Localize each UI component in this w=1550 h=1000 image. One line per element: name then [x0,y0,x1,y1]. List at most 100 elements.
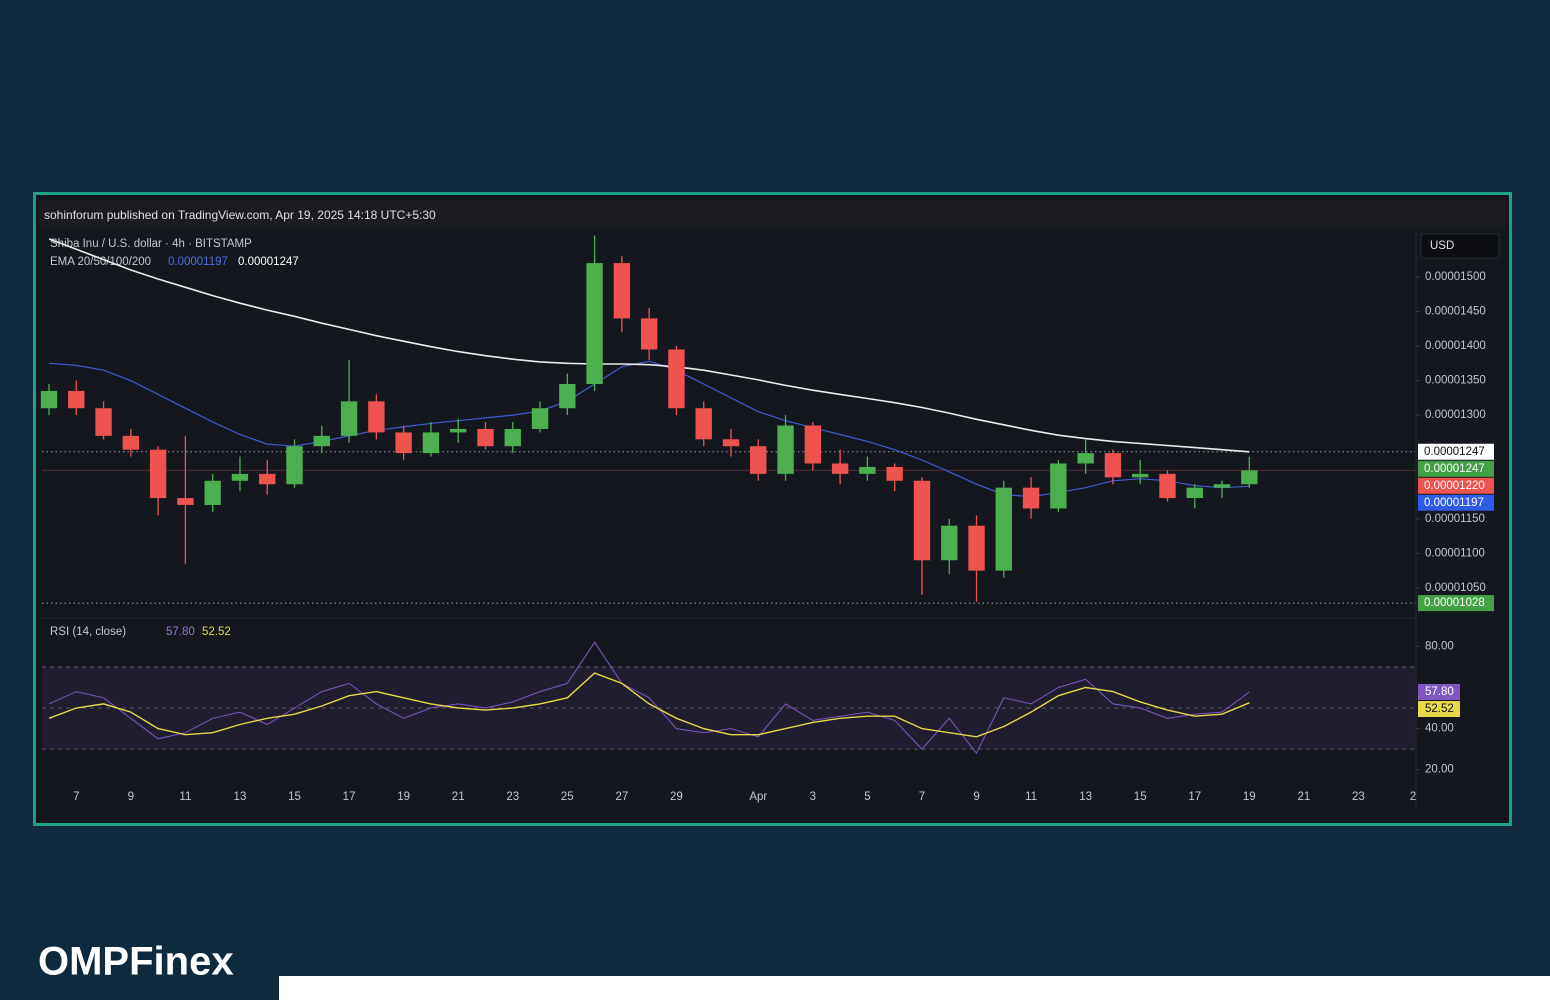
x-tick-label: 23 [506,791,519,803]
x-tick-label: 9 [973,791,979,803]
x-tick-label: 15 [288,791,301,803]
candle-body [149,449,167,499]
candle-body [695,408,712,440]
candle-body [68,390,85,409]
candle-body [941,525,958,561]
ema-legend-value: 0.00001197 [168,256,228,268]
candle-body [395,432,412,454]
y-tick-label: 0.00001300 [1425,409,1486,421]
y-tick-label: 0.00001100 [1425,547,1485,559]
x-tick-label: 3 [810,791,816,803]
footer-bar [279,976,1550,1000]
candle-body [750,446,767,474]
y-tick-label: 0.00001350 [1425,375,1486,387]
x-tick-label: 23 [1352,791,1365,803]
candle-body [1022,487,1040,509]
candle-body [1186,487,1203,499]
x-tick-label: 21 [1297,791,1310,803]
candle-body [450,428,467,433]
candle-body [613,263,631,319]
candle-body [204,480,221,505]
candle-body [640,318,658,350]
y-tick-label: 20.00 [1425,764,1454,776]
brand-logo: OMPFinex [38,940,234,984]
y-tick-label: 0.00001450 [1425,306,1486,318]
candle-body [259,473,276,485]
candle-body [1104,453,1122,478]
candle-body [559,384,576,409]
candle-body [968,525,985,571]
price-tag-label: 0.00001197 [1424,497,1484,509]
candle-body [422,432,440,454]
rsi-line [48,641,1250,755]
rsi-legend-value: 52.52 [202,626,231,638]
candle-body [831,463,849,474]
x-tick-label: 25 [561,791,574,803]
candle-body [95,408,112,436]
price-tag [1418,460,1494,477]
price-tag-label: 0.00001247 [1424,446,1485,458]
y-tick-label: 0.00001400 [1425,340,1486,352]
y-tick-label: 40.00 [1425,723,1454,735]
candle-body [340,401,358,436]
x-tick-label: 19 [1243,791,1256,803]
x-tick-label: 19 [397,791,410,803]
x-tick-label: 2 [1410,791,1416,803]
candle-body [859,466,876,474]
x-tick-label: 29 [670,791,683,803]
candle-body [477,428,494,447]
price-tag [1418,443,1494,460]
candle-body [177,498,194,505]
x-tick-label: 21 [452,791,465,803]
y-tick-label: 0.00001050 [1425,582,1486,594]
candle-body [1213,484,1231,488]
rsi-line [48,672,1250,738]
candle-body [231,473,249,481]
rsi-legend-value: 57.80 [166,626,195,638]
header-text: sohinforum published on TradingView.com,… [44,208,436,222]
candle-body [777,425,794,474]
x-tick-label: 13 [234,791,247,803]
rsi-tag-label: 52.52 [1425,703,1454,715]
x-tick-label: Apr [749,791,767,803]
candle-body [1050,463,1067,509]
x-tick-label: 17 [343,791,356,803]
candle-body [1241,470,1258,485]
x-tick-label: 9 [128,791,134,803]
x-tick-label: 11 [1025,791,1037,803]
ema-line [48,238,1250,453]
candle-body [995,487,1012,571]
candle-body [804,425,822,464]
rsi-band [42,666,1415,750]
currency-box [1420,233,1500,259]
ema-line [48,360,1250,498]
candle-body [531,408,549,429]
rsi-title: RSI (14, close) [50,626,126,638]
candle-body [368,401,385,433]
rsi-tag [1418,684,1460,700]
x-tick-label: 15 [1134,791,1147,803]
header-bar [38,200,1506,228]
candle-body [668,349,685,409]
price-tag [1418,477,1494,494]
price-tag [1418,494,1494,511]
x-tick-label: 13 [1079,791,1092,803]
candle-body [122,435,140,450]
candle-body [504,428,521,447]
candle-body [722,439,740,447]
candle-body [913,480,931,561]
rsi-tag-label: 57.80 [1425,686,1454,698]
price-tag [1418,595,1494,612]
candle-body [313,435,330,447]
ema-legend-value: 0.00001247 [238,256,299,268]
x-tick-label: 27 [615,791,628,803]
x-tick-label: 7 [73,791,79,803]
candle-body [1077,453,1094,464]
y-tick-label: 0.00001500 [1425,271,1486,283]
y-tick-label: 80.00 [1425,640,1454,652]
y-tick-label: 0.00001150 [1425,513,1485,525]
price-tag-label: 0.00001028 [1424,597,1485,609]
x-tick-label: 7 [919,791,925,803]
